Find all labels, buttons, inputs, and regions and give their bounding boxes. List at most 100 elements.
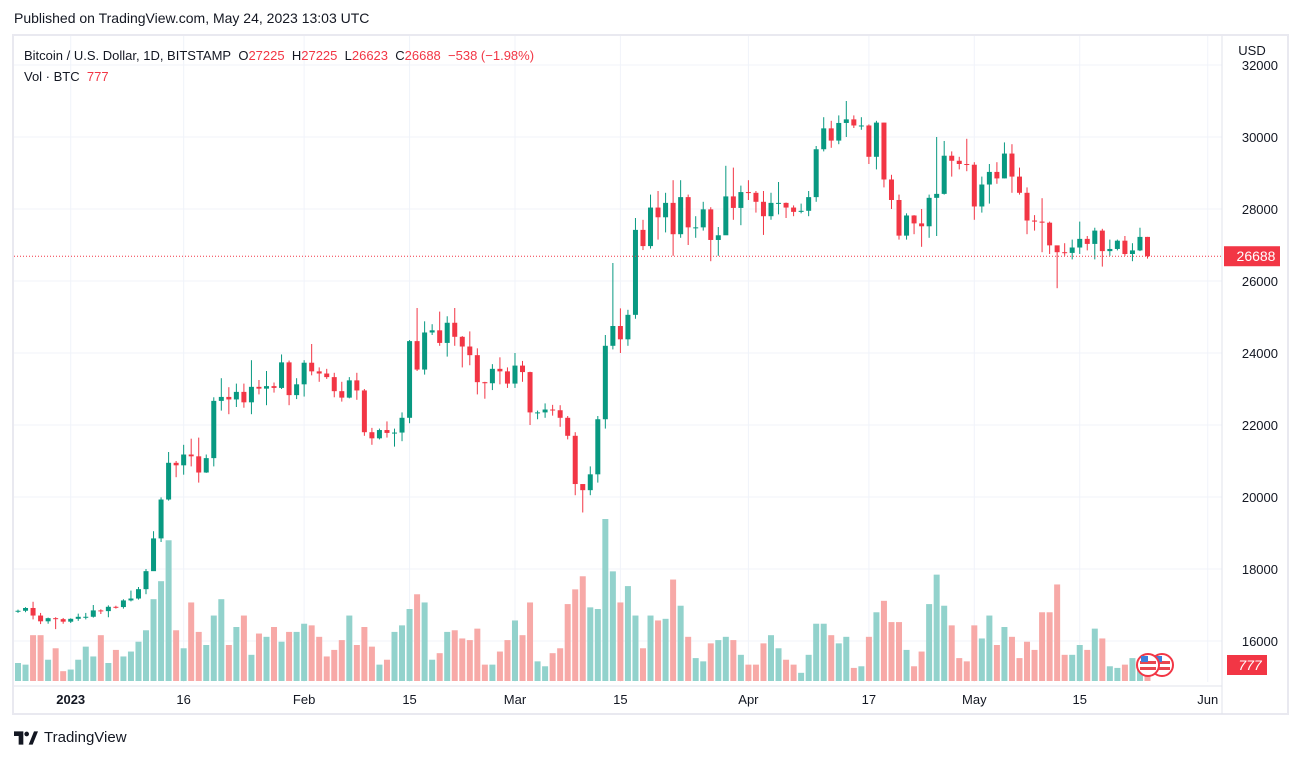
candle-body xyxy=(572,435,578,485)
candle-body xyxy=(565,417,571,436)
candle-body xyxy=(15,610,21,612)
currency-label: USD xyxy=(1238,43,1265,58)
volume-bar xyxy=(233,627,240,681)
candle-body xyxy=(173,462,179,466)
ohlc-row: Bitcoin / U.S. Dollar, 1D, BITSTAMP O272… xyxy=(24,45,534,66)
time-tick-label: Mar xyxy=(504,692,527,707)
volume-bar xyxy=(353,645,360,681)
volume-bar xyxy=(527,602,534,681)
volume-bar xyxy=(745,664,752,681)
candle-body xyxy=(821,128,827,150)
candle-body xyxy=(361,390,367,433)
time-tick-label: Jun xyxy=(1197,692,1218,707)
volume-bar xyxy=(1008,636,1015,681)
candle-body xyxy=(376,430,382,439)
candle-body xyxy=(60,619,66,622)
candle-body xyxy=(331,377,337,392)
volume-bar xyxy=(941,605,948,681)
volume-bar xyxy=(286,631,293,681)
volume-bar xyxy=(406,609,413,681)
candle-body xyxy=(776,202,782,204)
candle-body xyxy=(241,391,247,403)
candle-body xyxy=(738,192,744,208)
volume-bar xyxy=(956,658,963,681)
candle-body xyxy=(896,200,902,236)
volume-bar xyxy=(986,615,993,681)
symbol-title[interactable]: Bitcoin / U.S. Dollar, 1D, BITSTAMP xyxy=(24,48,232,63)
candle-body xyxy=(708,209,714,240)
candle-body xyxy=(226,396,232,400)
candle-body xyxy=(68,618,74,622)
volume-bar xyxy=(158,581,165,681)
volume-bar xyxy=(383,659,390,681)
time-tick-label: 2023 xyxy=(56,692,85,707)
volume-bar xyxy=(255,633,262,681)
chart-frame xyxy=(12,34,1289,715)
candle-body xyxy=(489,368,495,384)
volume-bar xyxy=(579,576,586,681)
volume-bar xyxy=(75,659,82,681)
high-label: H xyxy=(291,48,302,63)
time-tick-label: Apr xyxy=(738,692,759,707)
candle-body xyxy=(745,192,751,194)
candle-body xyxy=(542,409,548,413)
volume-bar xyxy=(692,658,699,681)
volume-bar xyxy=(225,645,232,681)
volume-bar xyxy=(775,648,782,681)
close-label: C xyxy=(395,48,405,63)
candle-body xyxy=(715,235,721,240)
candle-body xyxy=(934,193,940,198)
time-tick-label: 15 xyxy=(613,692,627,707)
volume-bar xyxy=(549,653,556,681)
candle-body xyxy=(1069,247,1075,253)
volume-bar xyxy=(60,671,67,681)
volume-bar xyxy=(15,663,21,681)
brand-name: TradingView xyxy=(44,729,127,746)
volume-bar xyxy=(843,636,850,681)
candle-body xyxy=(512,365,518,384)
candle-body xyxy=(339,391,345,398)
flag-stripe xyxy=(1154,661,1170,664)
high-value: 27225 xyxy=(301,48,338,63)
candle-body xyxy=(881,122,887,180)
candle-body xyxy=(444,322,450,343)
candle-body xyxy=(888,179,894,200)
grid xyxy=(14,36,1222,682)
candle-body xyxy=(971,164,977,207)
volume-bar xyxy=(564,604,571,681)
last-volume-badge xyxy=(1227,655,1267,675)
candle-body xyxy=(196,456,202,473)
volume-bar xyxy=(730,640,737,681)
volume-bar xyxy=(1121,664,1128,681)
candle-body xyxy=(1145,236,1150,257)
candle-body xyxy=(648,207,654,247)
candle-body xyxy=(768,202,774,217)
candle-body xyxy=(753,192,759,202)
volume-bar xyxy=(1031,649,1038,681)
candle-body xyxy=(83,616,89,618)
candle-body xyxy=(1114,240,1120,249)
price-tick-label: 26000 xyxy=(1242,274,1278,289)
volume-bar xyxy=(474,628,481,681)
candle-body xyxy=(1024,192,1030,221)
volume-bar xyxy=(768,635,774,681)
volume-bar xyxy=(37,635,44,681)
volume-bar xyxy=(481,664,488,681)
volume-bar xyxy=(444,631,451,681)
tradingview-logo[interactable]: TradingView xyxy=(14,729,127,746)
time-tick-label: 16 xyxy=(176,692,190,707)
candle-body xyxy=(263,386,269,389)
change-value: −538 (−1.98%) xyxy=(448,48,535,63)
candle-body xyxy=(233,391,239,400)
volume-bar xyxy=(459,638,466,681)
candle-body xyxy=(926,197,932,227)
volume-bar xyxy=(1076,645,1083,681)
volume-bar xyxy=(760,643,767,681)
candle-body xyxy=(851,119,857,126)
volume-bar xyxy=(685,636,692,681)
volume-bar xyxy=(301,623,308,681)
last-price-label: 26688 xyxy=(1237,248,1276,264)
volume-label[interactable]: Vol · BTC xyxy=(24,69,80,84)
candle-body xyxy=(602,345,608,420)
